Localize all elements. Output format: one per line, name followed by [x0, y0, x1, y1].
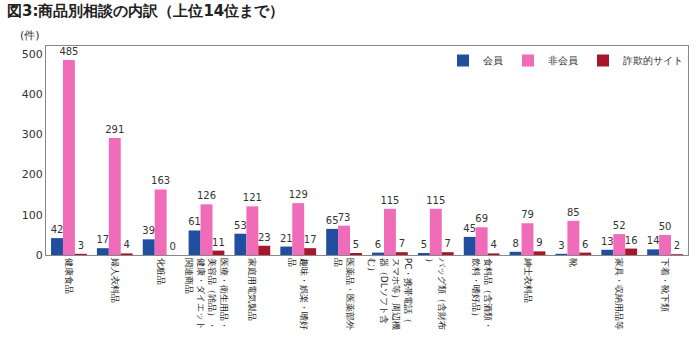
- svg-text:121: 121: [243, 192, 262, 203]
- svg-text:100: 100: [22, 209, 43, 222]
- svg-text:400: 400: [22, 88, 43, 101]
- svg-text:85: 85: [567, 207, 580, 218]
- svg-text:紳士衣料品: 紳士衣料品: [523, 257, 533, 303]
- svg-text:500: 500: [22, 48, 43, 61]
- svg-text:食料品（含酒類・飲料・嗜好品）: 食料品（含酒類・飲料・嗜好品）: [471, 258, 493, 330]
- svg-text:21: 21: [280, 233, 293, 244]
- svg-text:14: 14: [647, 235, 660, 246]
- svg-text:7: 7: [399, 238, 405, 249]
- svg-text:会員: 会員: [483, 55, 503, 66]
- svg-text:0: 0: [36, 249, 43, 262]
- svg-text:8: 8: [512, 238, 518, 249]
- svg-text:50: 50: [659, 221, 672, 232]
- svg-text:45: 45: [463, 223, 476, 234]
- svg-text:4: 4: [490, 239, 496, 250]
- svg-text:23: 23: [258, 232, 271, 243]
- svg-text:6: 6: [582, 239, 588, 250]
- svg-text:79: 79: [521, 209, 534, 220]
- svg-text:5: 5: [421, 239, 427, 250]
- svg-text:PC・携帯電話（スマホ等）周辺機器（DLソフト含む）: PC・携帯電話（スマホ等）周辺機器（DLソフト含む）: [367, 258, 412, 330]
- svg-text:バッグ類（含財布）: バッグ類（含財布）: [425, 257, 447, 330]
- svg-text:5: 5: [353, 239, 359, 250]
- svg-text:家庭用電気製品: 家庭用電気製品: [247, 258, 257, 321]
- svg-text:趣味・娯楽・嗜好品: 趣味・娯楽・嗜好品: [287, 258, 309, 330]
- svg-text:163: 163: [151, 175, 170, 186]
- svg-text:485: 485: [59, 46, 78, 57]
- svg-text:家具・収納用品等: 家具・収納用品等: [614, 258, 624, 330]
- svg-text:53: 53: [234, 220, 247, 231]
- svg-text:詐欺的サイト: 詐欺的サイト: [623, 55, 683, 66]
- svg-text:11: 11: [212, 237, 225, 248]
- svg-text:16: 16: [625, 235, 638, 246]
- svg-text:下着・靴下類: 下着・靴下類: [660, 258, 670, 312]
- svg-text:2: 2: [674, 240, 680, 251]
- svg-text:52: 52: [613, 220, 626, 231]
- svg-text:69: 69: [475, 213, 488, 224]
- svg-text:3: 3: [558, 240, 564, 251]
- svg-text:300: 300: [22, 128, 43, 141]
- svg-text:200: 200: [22, 168, 43, 181]
- svg-text:化粧品: 化粧品: [156, 258, 166, 285]
- svg-text:3: 3: [78, 240, 84, 251]
- svg-text:39: 39: [142, 225, 155, 236]
- svg-text:42: 42: [51, 224, 64, 235]
- svg-text:医薬品・医薬部外品: 医薬品・医薬部外品: [333, 258, 355, 330]
- svg-text:婦人衣料品: 婦人衣料品: [110, 258, 120, 303]
- svg-text:291: 291: [105, 124, 124, 135]
- svg-text:図3:商品別相談の内訳（上位14位まで）: 図3:商品別相談の内訳（上位14位まで）: [7, 2, 284, 20]
- svg-text:13: 13: [601, 236, 614, 247]
- svg-text:7: 7: [445, 238, 451, 249]
- svg-text:医療・衛生用品・美容品（雑品）・健康・ダイエット関連商品: 医療・衛生用品・美容品（雑品）・健康・ダイエット関連商品: [184, 258, 229, 330]
- svg-text:17: 17: [304, 234, 317, 245]
- svg-text:73: 73: [338, 212, 351, 223]
- svg-text:61: 61: [188, 216, 201, 227]
- svg-text:129: 129: [289, 189, 308, 200]
- svg-text:健康食品: 健康食品: [64, 258, 74, 294]
- svg-text:65: 65: [326, 215, 339, 226]
- svg-text:(件): (件): [20, 29, 40, 42]
- svg-text:6: 6: [375, 239, 381, 250]
- svg-text:115: 115: [426, 195, 445, 206]
- svg-text:126: 126: [197, 190, 216, 201]
- svg-text:17: 17: [96, 234, 109, 245]
- svg-text:9: 9: [536, 237, 542, 248]
- svg-text:非会員: 非会員: [548, 55, 578, 66]
- svg-text:靴: 靴: [568, 258, 578, 267]
- svg-text:115: 115: [380, 195, 399, 206]
- svg-text:4: 4: [124, 239, 130, 250]
- svg-text:0: 0: [169, 241, 175, 252]
